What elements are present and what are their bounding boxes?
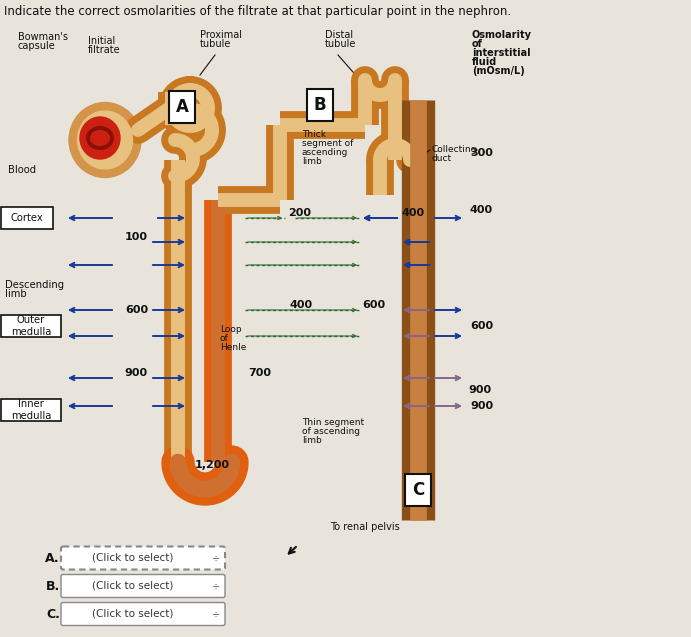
Text: segment of: segment of [302,139,353,148]
Text: C.: C. [46,608,60,620]
Text: A.: A. [46,552,60,564]
Text: of ascending: of ascending [302,427,360,436]
Text: interstitial: interstitial [472,48,531,58]
Text: filtrate: filtrate [88,45,121,55]
Text: Initial: Initial [88,36,115,46]
FancyBboxPatch shape [61,603,225,626]
Text: capsule: capsule [18,41,56,51]
Text: of: of [472,39,483,49]
Text: limb: limb [5,289,27,299]
FancyBboxPatch shape [1,315,61,337]
Text: Bowman's: Bowman's [18,32,68,42]
Text: Distal: Distal [325,30,353,40]
Text: fluid: fluid [472,57,498,67]
Text: Thin segment: Thin segment [302,418,364,427]
Text: Proximal: Proximal [200,30,242,40]
Text: tubule: tubule [200,39,231,49]
Text: 600: 600 [125,305,148,315]
FancyBboxPatch shape [61,575,225,598]
FancyBboxPatch shape [61,547,225,569]
Text: limb: limb [302,436,322,445]
Text: tubule: tubule [325,39,357,49]
Text: (Click to select): (Click to select) [93,553,173,563]
Text: 400: 400 [470,205,493,215]
Text: 300: 300 [470,148,493,158]
Text: Henle: Henle [220,343,247,352]
Text: Inner
medulla: Inner medulla [11,399,51,421]
Text: (Click to select): (Click to select) [93,581,173,591]
Ellipse shape [77,111,133,169]
Text: limb: limb [302,157,322,166]
Ellipse shape [80,117,120,159]
Text: 600: 600 [362,300,385,310]
Text: ÷: ÷ [212,609,220,619]
Text: 400: 400 [402,208,425,218]
Text: To renal pelvis: To renal pelvis [330,522,400,532]
Text: 100: 100 [125,232,148,242]
Text: 900: 900 [468,385,491,395]
Text: 600: 600 [470,321,493,331]
Text: Outer
medulla: Outer medulla [11,315,51,337]
Text: C: C [412,481,424,499]
Text: Cortex: Cortex [10,213,44,223]
Text: Thick: Thick [302,130,326,139]
Text: duct: duct [432,154,452,163]
Text: 900: 900 [125,368,148,378]
Text: A: A [176,98,189,116]
FancyBboxPatch shape [1,399,61,421]
Text: Loop: Loop [220,325,242,334]
Text: (Click to select): (Click to select) [93,609,173,619]
FancyBboxPatch shape [1,207,53,229]
Text: (mOsm/L): (mOsm/L) [472,66,524,76]
Text: Indicate the correct osmolarities of the filtrate at that particular point in th: Indicate the correct osmolarities of the… [4,5,511,18]
Text: B: B [314,96,326,114]
Text: ascending: ascending [302,148,348,157]
Text: Blood: Blood [8,165,36,175]
Ellipse shape [69,103,141,178]
Text: ÷: ÷ [212,553,220,563]
Text: B.: B. [46,580,60,592]
Text: ÷: ÷ [212,581,220,591]
Text: 700: 700 [248,368,271,378]
Text: Descending: Descending [5,280,64,290]
Text: 1,200: 1,200 [195,460,230,470]
Text: Collecting: Collecting [432,145,477,154]
Text: 400: 400 [290,300,313,310]
Text: of: of [220,334,229,343]
Text: 200: 200 [288,208,311,218]
Text: 900: 900 [470,401,493,411]
Text: Osmolarity: Osmolarity [472,30,532,40]
